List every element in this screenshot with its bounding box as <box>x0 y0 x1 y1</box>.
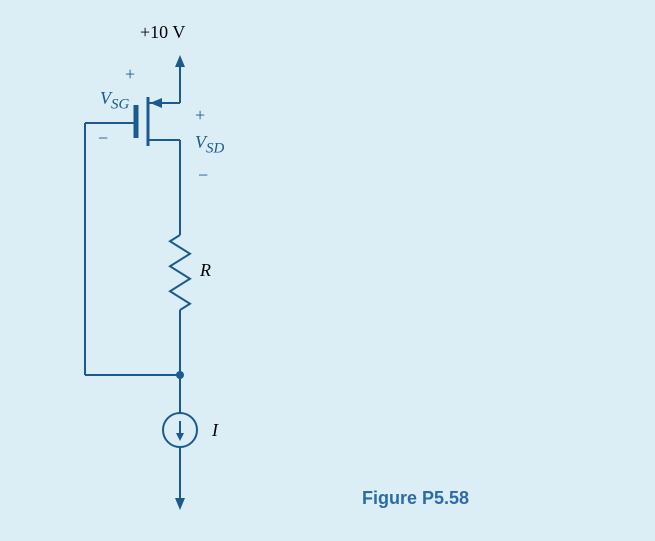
vsd-minus: − <box>198 165 208 186</box>
vsg-minus: − <box>98 128 108 149</box>
current-source-label: I <box>212 420 218 441</box>
supply-label: +10 V <box>140 22 185 43</box>
vsg-label: VSG <box>100 88 129 114</box>
circuit-diagram <box>0 0 655 541</box>
vsd-label: VSD <box>195 132 224 158</box>
vsd-plus: + <box>195 105 205 126</box>
resistor-label: R <box>200 260 211 281</box>
figure-caption: Figure P5.58 <box>362 488 469 509</box>
vsg-plus: + <box>125 64 135 85</box>
